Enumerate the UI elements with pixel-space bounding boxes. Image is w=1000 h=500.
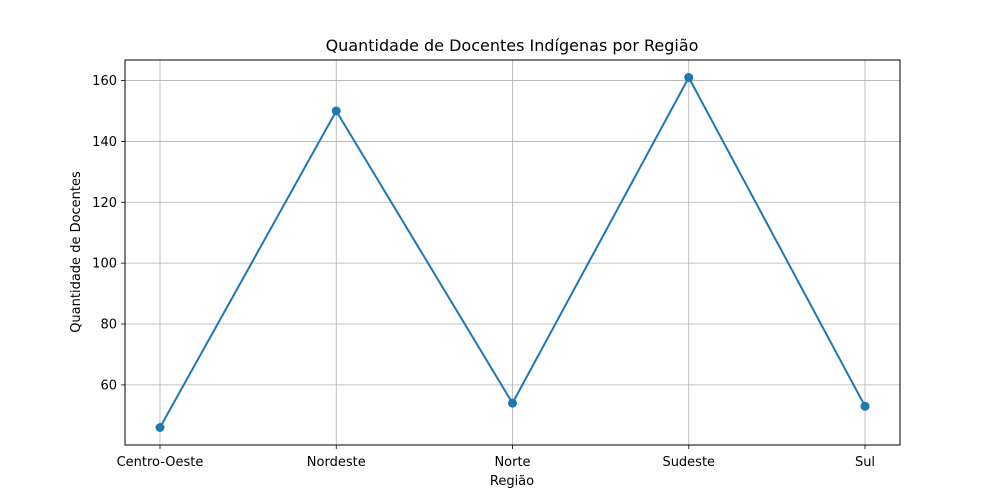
data-point: [331, 106, 341, 116]
x-tick-label: Centro-Oeste: [117, 455, 204, 470]
data-point: [684, 73, 694, 82]
y-tick-label: 140: [92, 135, 117, 150]
y-tick-label: 60: [100, 378, 117, 393]
grid: [125, 60, 900, 445]
x-tick-label: Nordeste: [307, 455, 366, 470]
data-point: [860, 401, 870, 411]
y-tick-label: 120: [92, 196, 117, 211]
series: [155, 73, 870, 432]
y-tick-label: 80: [100, 318, 117, 333]
chart-title: Quantidade de Docentes Indígenas por Reg…: [326, 36, 699, 55]
x-tick-label: Sul: [855, 455, 875, 470]
data-point: [155, 423, 165, 432]
x-axis-label: Região: [490, 474, 534, 489]
y-axis: 60 80 100 120 140 160: [92, 74, 125, 393]
y-axis-label: Quantidade de Docentes: [69, 171, 84, 333]
y-tick-label: 160: [92, 74, 117, 89]
x-tick-label: Norte: [494, 455, 530, 470]
x-axis: Centro-Oeste Nordeste Norte Sudeste Sul: [117, 445, 875, 470]
data-point: [508, 398, 517, 408]
y-tick-label: 100: [92, 257, 117, 272]
x-tick-label: Sudeste: [662, 455, 715, 470]
